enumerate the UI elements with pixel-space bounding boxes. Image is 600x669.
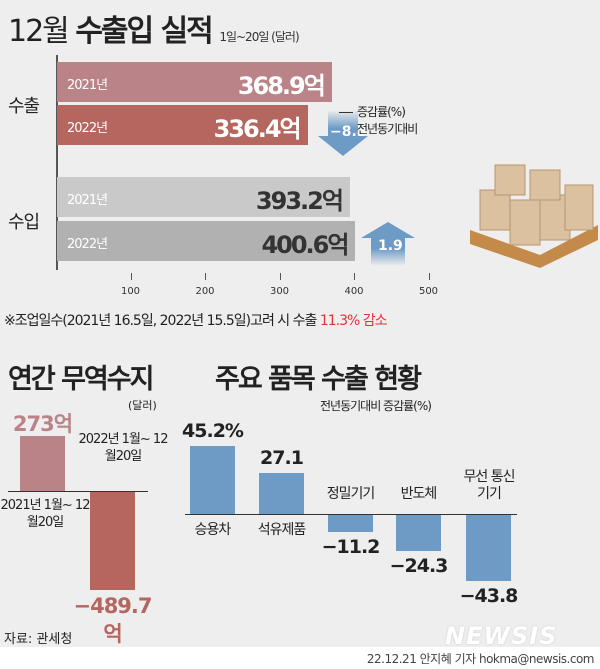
items-title: 주요 품목 수출 현황 <box>215 364 422 395</box>
bar-value: 400.6억 <box>261 231 349 259</box>
bar-year: 2022년 <box>67 237 108 252</box>
baseline <box>185 514 517 515</box>
balance-unit: (달러) <box>128 399 157 412</box>
balance-category: 2022년 1월~ 12월20일 <box>78 432 169 464</box>
tick-label: 300 <box>269 286 290 297</box>
bar-value: 368.9억 <box>237 72 326 100</box>
group-label: 수입 <box>8 212 40 233</box>
credit: 22.12.21 안지혜 기자 hokma@newsis.com <box>366 652 595 666</box>
arrow-up-icon <box>361 222 415 266</box>
footer-bar <box>0 647 600 669</box>
item-value: 27.1 <box>260 447 304 470</box>
baseline <box>8 491 148 492</box>
item-bar <box>259 473 304 514</box>
axis-line <box>56 55 58 270</box>
balance-title: 연간 무역수지 <box>8 364 154 395</box>
balance-bar <box>90 492 135 590</box>
trade-bar: 2022년 400.6억 <box>57 221 356 261</box>
tick-label: 200 <box>195 286 215 297</box>
axis-tick <box>279 273 281 280</box>
item-bar <box>190 446 235 514</box>
page-title: 12월 수출입 실적 1일~20일 (달러) <box>8 14 300 49</box>
item-value: −24.3 <box>389 555 449 578</box>
items-subtitle: 전년동기대비 증감률(%) <box>320 399 432 413</box>
footnote: ※조업일수(2021년 16.5일, 2022년 15.5일)고려 시 수출 1… <box>4 313 388 329</box>
item-bar <box>396 515 441 552</box>
bar-year: 2021년 <box>67 193 108 208</box>
change-value: −8.8 <box>330 124 367 140</box>
balance-value: 273억 <box>12 412 73 437</box>
axis-tick <box>354 273 355 280</box>
trade-bar: 2021년 368.9억 <box>57 62 332 102</box>
bar-value: 336.4억 <box>213 115 302 143</box>
item-category: 정밀기기 <box>326 486 376 502</box>
bar-year: 2021년 <box>67 78 108 93</box>
balance-category: 2021년 1월~ 12월20일 <box>0 498 91 530</box>
tick-label: 100 <box>120 286 141 297</box>
bar-value: 393.2억 <box>255 187 344 215</box>
axis-tick <box>130 273 132 280</box>
item-bar <box>328 515 373 532</box>
item-value: −43.8 <box>459 584 519 607</box>
balance-bar <box>20 436 65 491</box>
axis-tick <box>205 273 206 280</box>
axis-tick <box>428 273 430 280</box>
arrow-down-icon <box>318 110 368 156</box>
item-category: 반도체 <box>400 486 438 502</box>
title-unit: 1일~20일 (달러) <box>219 30 299 44</box>
trade-bar: 2021년 393.2억 <box>57 177 350 217</box>
change-legend: 증감률(%) 전년동기대비 <box>339 104 418 138</box>
item-value: 45.2% <box>182 420 244 443</box>
item-value: −11.2 <box>321 535 381 558</box>
balance-value: −489.7억 <box>73 593 152 646</box>
item-category: 석유제품 <box>257 522 307 538</box>
group-label: 수출 <box>8 96 40 117</box>
item-category: 승용차 <box>194 522 232 538</box>
bar-year: 2022년 <box>67 121 108 136</box>
pallet-boxes-illustration <box>470 160 598 274</box>
change-value: 1.9 <box>378 238 403 254</box>
trade-bar: 2022년 336.4억 <box>57 105 308 145</box>
tick-label: 500 <box>418 286 439 297</box>
item-bar <box>466 515 511 581</box>
newsis-logo: NEWSIS <box>445 622 558 650</box>
item-category: 무선 통신기기 <box>463 469 516 502</box>
source: 자료: 관세청 <box>4 632 73 647</box>
tick-label: 400 <box>344 286 364 297</box>
